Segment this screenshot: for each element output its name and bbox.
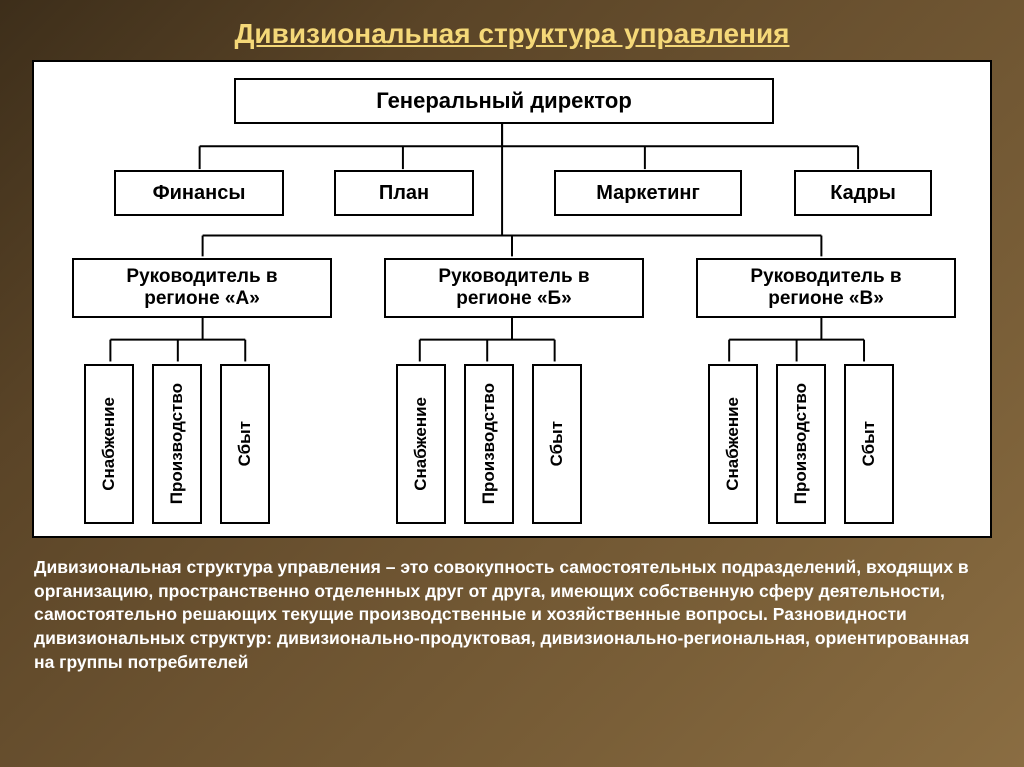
node-gd: Генеральный директор: [234, 78, 774, 124]
vnode-b1: Снабжение: [396, 364, 446, 524]
node-rC: Руководитель в регионе «В»: [696, 258, 956, 318]
node-rB: Руководитель в регионе «Б»: [384, 258, 644, 318]
node-plan: План: [334, 170, 474, 216]
vnode-c1: Снабжение: [708, 364, 758, 524]
vnode-b3: Сбыт: [532, 364, 582, 524]
org-chart: Генеральный директор Финансы План Маркетинг…: [32, 60, 992, 538]
slide-title: Дивизиональная структура управления: [30, 18, 994, 50]
node-rA: Руководитель в регионе «А»: [72, 258, 332, 318]
node-mkt: Маркетинг: [554, 170, 742, 216]
vnode-c3: Сбыт: [844, 364, 894, 524]
description-text: Дивизиональная структура управления – эт…: [30, 556, 994, 674]
node-fin: Финансы: [114, 170, 284, 216]
vnode-a2: Производство: [152, 364, 202, 524]
slide: Дивизиональная структура управления Гене…: [0, 0, 1024, 767]
node-kad: Кадры: [794, 170, 932, 216]
vnode-a1: Снабжение: [84, 364, 134, 524]
vnode-b2: Производство: [464, 364, 514, 524]
vnode-c2: Производство: [776, 364, 826, 524]
vnode-a3: Сбыт: [220, 364, 270, 524]
